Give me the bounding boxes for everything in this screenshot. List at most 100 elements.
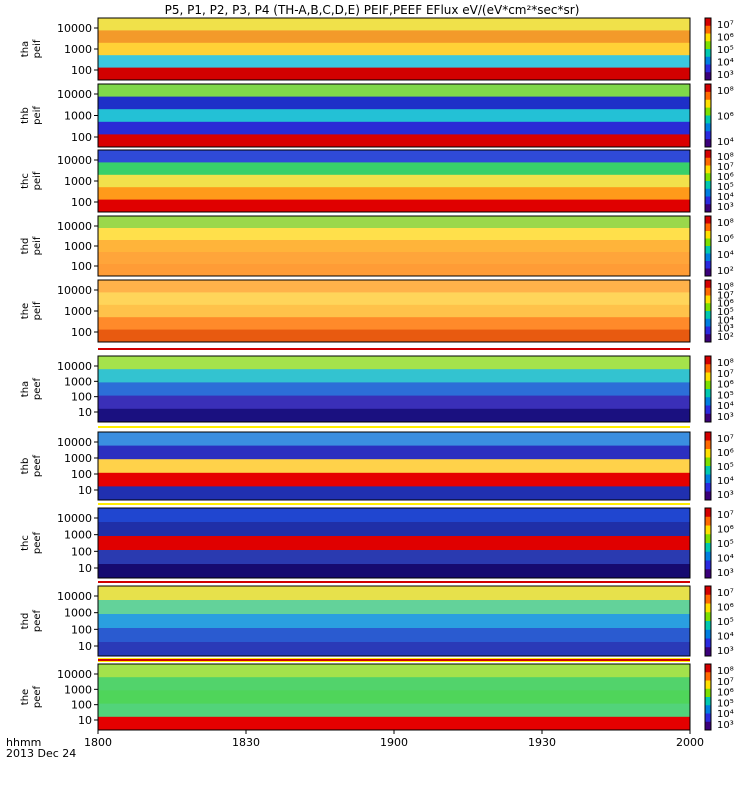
colorbar-segment	[705, 72, 711, 81]
quantity-label: peef	[32, 454, 43, 477]
spectrogram-band	[98, 408, 690, 423]
y-tick-label: 100	[71, 468, 92, 481]
spectrogram-band	[98, 369, 690, 383]
colorbar-tick-label: 10⁶	[717, 603, 734, 614]
spectrogram-band	[98, 564, 690, 579]
y-tick-label: 1000	[64, 452, 92, 465]
colorbar-segment	[705, 466, 711, 475]
quantity-label: peif	[32, 301, 43, 320]
colorbar-tick-label: 10³	[717, 324, 734, 335]
colorbar-segment	[705, 280, 711, 289]
colorbar-tick-label: 10⁸	[717, 86, 734, 97]
colorbar-tick-label: 10⁴	[717, 401, 734, 412]
y-tick-label: 10000	[57, 360, 92, 373]
y-tick-label: 10000	[57, 668, 92, 681]
x-tick-label: 1900	[380, 736, 408, 749]
colorbar-segment	[705, 543, 711, 553]
spectrogram-band	[98, 382, 690, 397]
colorbar-segment	[705, 49, 711, 58]
colorbar-segment	[705, 629, 711, 639]
colorbar-tick-label: 10⁴	[717, 554, 734, 565]
spectrogram-band	[98, 162, 690, 176]
quantity-label: peif	[32, 171, 43, 190]
spectrogram-band	[98, 432, 690, 447]
colorbar-segment	[705, 204, 711, 213]
colorbar-segment	[705, 432, 711, 441]
quantity-label: peef	[32, 531, 43, 554]
y-tick-label: 10	[78, 714, 92, 727]
colorbar-segment	[705, 688, 711, 698]
colorbar-tick-label: 10⁷	[717, 290, 734, 301]
colorbar-tick-label: 10⁵	[717, 617, 734, 628]
probe-label: thb	[20, 107, 31, 124]
colorbar-segment	[705, 131, 711, 140]
panel-frame	[97, 507, 691, 579]
spectrogram-band	[98, 84, 690, 98]
spectrogram-band	[98, 252, 690, 265]
panel-8: 10000 1000 100 10 thc peef 10⁷ 10⁶ 10⁵ 10⁴ 10³	[20, 507, 734, 579]
quality-flag-line	[98, 659, 690, 661]
spectrogram-band	[98, 472, 690, 487]
colorbar-segment	[705, 150, 711, 159]
colorbar-segment	[705, 334, 711, 343]
colorbar-tick-label: 10³	[717, 568, 734, 579]
colorbar-tick-label: 10⁸	[717, 282, 734, 293]
y-tick-label: 100	[71, 196, 92, 209]
probe-label: thc	[20, 535, 31, 551]
colorbar-segment	[705, 253, 711, 262]
colorbar-segment	[705, 721, 711, 731]
colorbar-tick-label: 10⁶	[717, 688, 734, 699]
quality-flag-line	[98, 426, 690, 428]
spectrogram-band	[98, 30, 690, 44]
probe-label: tha	[20, 381, 31, 397]
colorbar-tick-label: 10⁵	[717, 390, 734, 401]
colorbar-segment	[705, 664, 711, 673]
spectrogram-band	[98, 199, 690, 213]
colorbar-tick-label: 10³	[717, 202, 734, 213]
y-tick-label: 100	[71, 260, 92, 273]
colorbar-tick-label: 10³	[717, 720, 734, 731]
colorbar-segment	[705, 449, 711, 458]
colorbar-tick-label: 10⁵	[717, 45, 734, 56]
colorbar-segment	[705, 491, 711, 501]
colorbar-segment	[705, 326, 711, 335]
colorbar-segment	[705, 246, 711, 254]
colorbar-tick-label: 10⁷	[717, 369, 734, 380]
probe-label: the	[20, 689, 31, 705]
spectrogram-band	[98, 292, 690, 306]
panel-2: 10000 1000 100 thb peif 10⁸ 10⁶ 10⁴	[20, 83, 734, 148]
y-tick-label: 100	[71, 326, 92, 339]
colorbar-tick-label: 10⁶	[717, 234, 734, 245]
spectrogram-band	[98, 664, 690, 678]
colorbar-tick-label: 10⁶	[717, 448, 734, 459]
colorbar-segment	[705, 99, 711, 109]
spectrogram-band	[98, 134, 690, 148]
spectrogram-band	[98, 96, 690, 110]
colorbar-segment	[705, 621, 711, 631]
colorbar-segment	[705, 551, 711, 561]
y-tick-label: 10	[78, 406, 92, 419]
probe-label: thd	[20, 238, 31, 255]
colorbar-tick-label: 10⁸	[717, 358, 734, 369]
colorbar-segment	[705, 311, 711, 320]
colorbar-tick-label: 10⁷	[717, 588, 734, 599]
colorbar-segment	[705, 295, 711, 304]
spectrogram-band	[98, 600, 690, 615]
colorbar-segment	[705, 25, 711, 34]
spectrogram-band	[98, 522, 690, 537]
probe-label: the	[20, 303, 31, 319]
colorbar-segment	[705, 647, 711, 657]
colorbar-tick-label: 10³	[717, 490, 734, 501]
colorbar-segment	[705, 638, 711, 648]
x-tick-label: 1830	[232, 736, 260, 749]
colorbar-segment	[705, 303, 711, 312]
colorbar-segment	[705, 508, 711, 518]
colorbar-tick-label: 10³	[717, 646, 734, 657]
probe-label: thc	[20, 173, 31, 189]
y-tick-label: 1000	[64, 240, 92, 253]
y-tick-label: 1000	[64, 375, 92, 388]
spectrogram-band	[98, 508, 690, 523]
colorbar-segment	[705, 389, 711, 398]
